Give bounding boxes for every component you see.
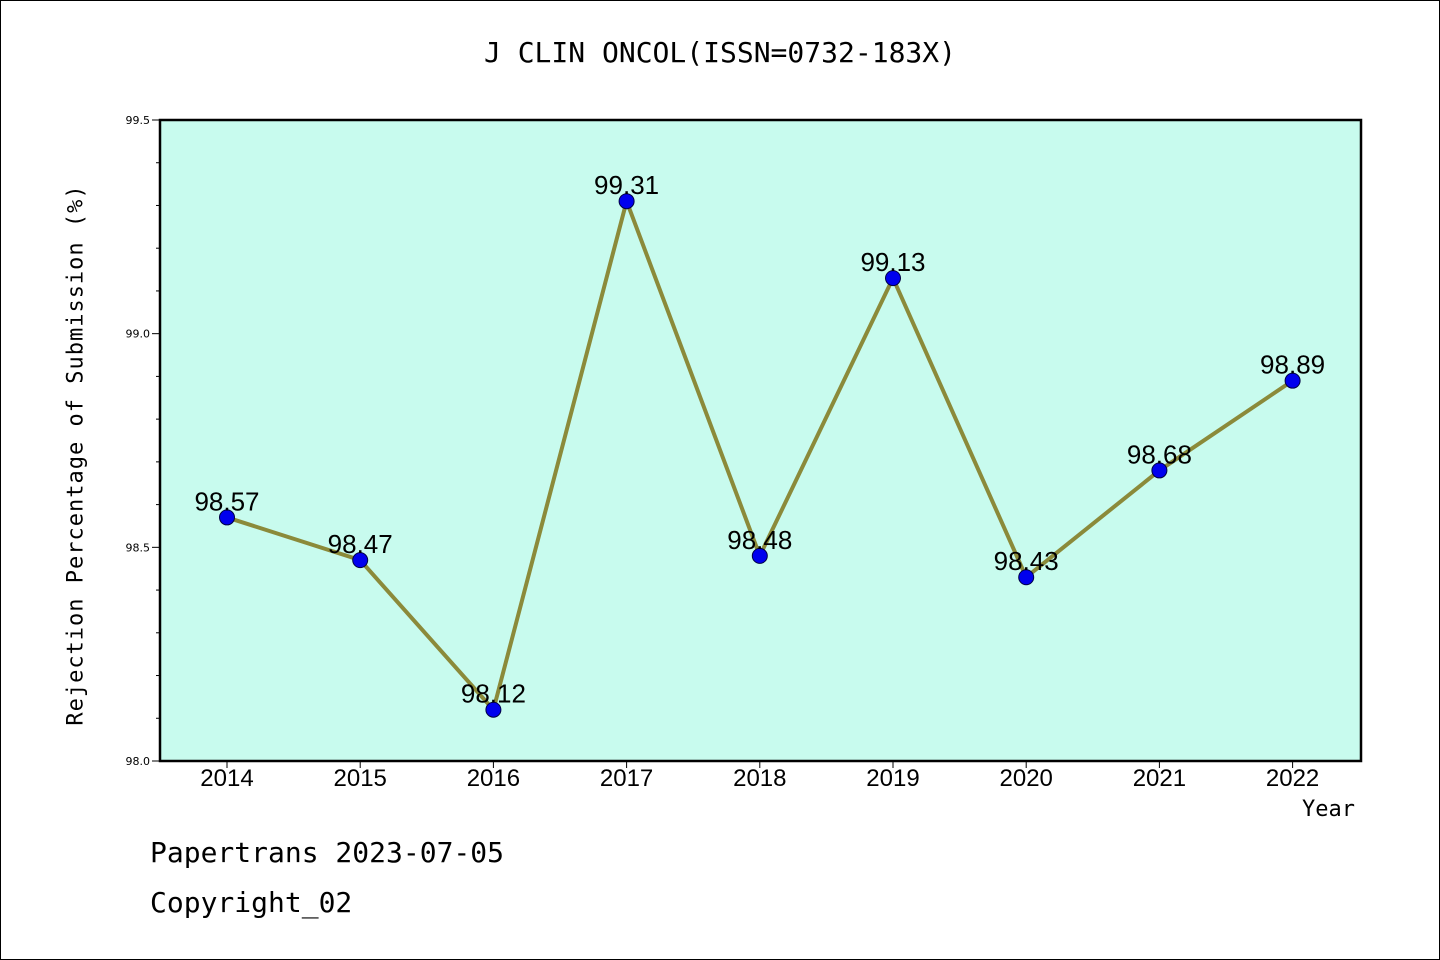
footer-copyright: Copyright_02	[150, 886, 353, 919]
x-tick-label: 2020	[1000, 765, 1053, 792]
x-tick-label: 2014	[200, 765, 253, 792]
x-tick-label: 2018	[733, 765, 786, 792]
x-tick-label: 2015	[334, 765, 387, 792]
data-label: 98.57	[194, 486, 259, 516]
data-point	[485, 701, 502, 718]
x-tick-label: 2019	[866, 765, 919, 792]
data-point	[885, 270, 901, 287]
data-label: 98.48	[727, 525, 792, 555]
y-tick-label: 98.5	[126, 541, 151, 554]
x-tick-label: 2021	[1133, 765, 1186, 792]
data-label: 98.47	[328, 529, 393, 559]
data-label: 98.68	[1127, 439, 1192, 469]
data-point	[219, 509, 235, 526]
data-label: 99.31	[594, 170, 659, 200]
y-tick-label: 98.0	[126, 755, 151, 768]
data-point	[751, 547, 768, 564]
chart-title: J CLIN ONCOL(ISSN=0732-183X)	[483, 36, 956, 69]
x-tick-label: 2022	[1266, 765, 1319, 792]
data-point	[352, 552, 369, 569]
y-tick-label: 99.0	[126, 328, 151, 341]
data-point	[1018, 569, 1035, 586]
data-label: 99.13	[860, 247, 925, 277]
data-point	[618, 193, 635, 210]
data-label: 98.12	[461, 679, 526, 709]
y-tick-label: 99.5	[126, 114, 151, 127]
x-tick-label: 2016	[467, 765, 520, 792]
x-axis-label: Year	[1302, 797, 1355, 822]
x-tick-label: 2017	[600, 765, 653, 792]
data-label: 98.89	[1260, 350, 1325, 380]
plot-border	[158, 118, 1363, 763]
data-label: 98.43	[994, 546, 1059, 576]
data-point	[1284, 372, 1301, 389]
plot-area	[160, 120, 1361, 761]
footer-watermark: Papertrans 2023-07-05	[150, 836, 505, 869]
data-point	[1151, 462, 1168, 479]
